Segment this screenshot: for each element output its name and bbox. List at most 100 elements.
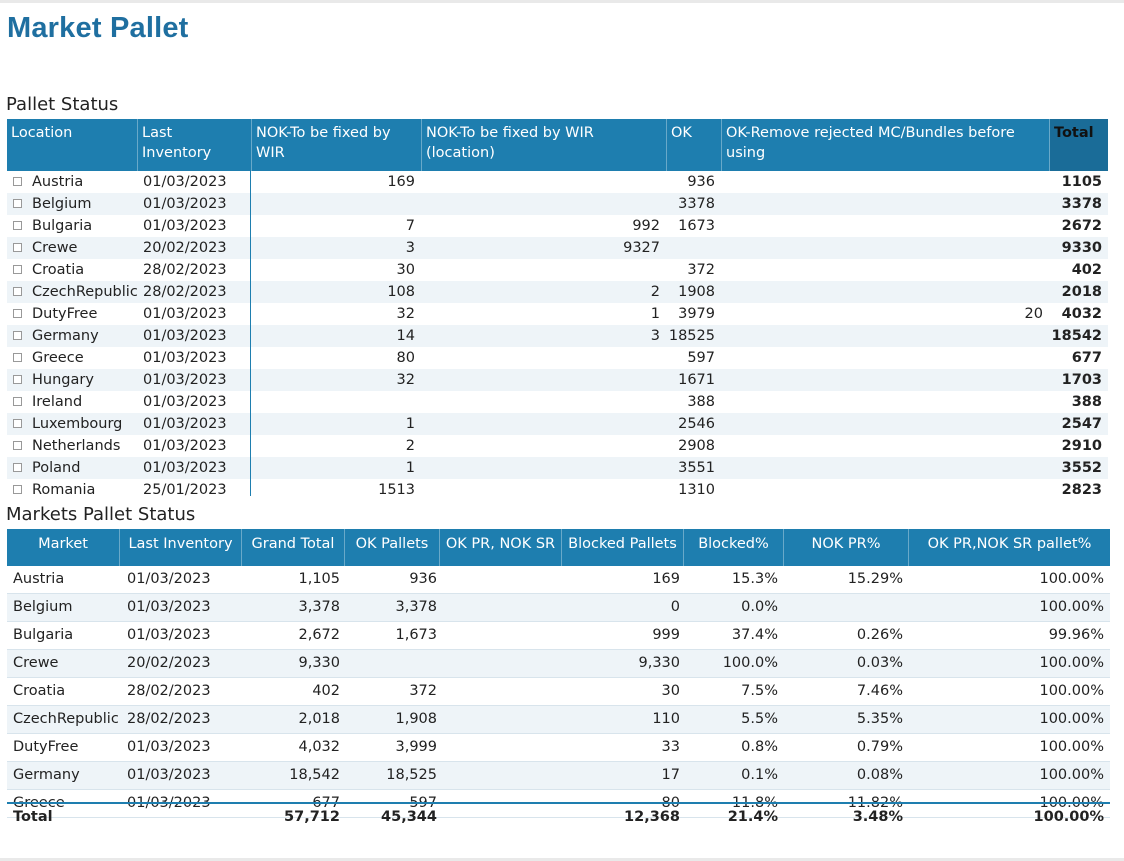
row-expand-checkbox[interactable] — [13, 221, 22, 230]
cell-grand-total: 402 — [312, 683, 340, 699]
table-row[interactable]: Hungary 01/03/2023 32 1671 1703 — [7, 369, 1108, 391]
page-title: Market Pallet — [7, 12, 189, 44]
table-row[interactable]: Ireland 01/03/2023 388 388 — [7, 391, 1108, 413]
cell-ok-pr-nok-sr-pct: 99.96% — [1048, 627, 1104, 643]
cell-blocked-pallets: 17 — [661, 767, 680, 783]
cell-last-inventory: 01/03/2023 — [143, 174, 227, 190]
cell-last-inventory: 20/02/2023 — [143, 240, 227, 256]
column-header-nok-wir[interactable]: NOK-To be fixed by WIR — [252, 119, 422, 171]
table-row[interactable]: DutyFree 01/03/2023 4,032 3,999 33 0.8% 0.79% 1… — [7, 734, 1110, 762]
cell-nok-wir: 3 — [405, 240, 415, 256]
cell-ok: 2546 — [678, 416, 715, 432]
cell-last-inventory: 01/03/2023 — [143, 328, 227, 344]
cell-location: Poland — [32, 460, 81, 476]
total-ok-pallets: 45,344 — [381, 809, 437, 825]
column-header-total[interactable]: Total — [1050, 119, 1108, 171]
cell-market: Belgium — [13, 599, 73, 615]
column-header-ok-pr-nok-sr-pct[interactable]: OK PR,NOK SR pallet% — [927, 536, 1092, 552]
table-row[interactable]: Germany 01/03/2023 18,542 18,525 17 0.1% 0.08%… — [7, 762, 1110, 790]
row-expand-checkbox[interactable] — [13, 287, 22, 296]
column-header-blocked-pallets[interactable]: Blocked Pallets — [562, 529, 684, 566]
row-expand-checkbox[interactable] — [13, 353, 22, 362]
row-expand-checkbox[interactable] — [13, 177, 22, 186]
cell-total: 9330 — [1061, 240, 1102, 256]
cell-total: 3378 — [1061, 196, 1102, 212]
column-header-grand-total[interactable]: Grand Total — [242, 529, 345, 566]
column-header-location[interactable]: Location — [7, 119, 138, 171]
column-header-blocked-pct[interactable]: Blocked% — [684, 529, 784, 566]
cell-last-inventory: 01/03/2023 — [143, 196, 227, 212]
cell-blocked-pallets: 30 — [661, 683, 680, 699]
column-header-ok-remove[interactable]: OK-Remove rejected MC/Bundles before usi… — [722, 119, 1050, 171]
pallet-status-body: Austria 01/03/2023 169 936 1105 Belgium 01/03/… — [7, 171, 1108, 496]
row-expand-checkbox[interactable] — [13, 309, 22, 318]
row-expand-checkbox[interactable] — [13, 485, 22, 494]
table-row[interactable]: Bulgaria 01/03/2023 7 992 1673 2672 — [7, 215, 1108, 237]
table-row[interactable]: Austria 01/03/2023 169 936 1105 — [7, 171, 1108, 193]
row-expand-checkbox[interactable] — [13, 441, 22, 450]
table-row[interactable]: DutyFree 01/03/2023 32 1 3979 20 4032 — [7, 303, 1108, 325]
cell-nok-wir: 7 — [405, 218, 415, 234]
column-header-ok-pallets[interactable]: OK Pallets — [345, 529, 440, 566]
table-row[interactable]: Germany 01/03/2023 14 3 18525 18542 — [7, 325, 1108, 347]
column-header-last-inventory[interactable]: Last Inventory — [120, 529, 242, 566]
cell-ok-pallets: 3,378 — [395, 599, 437, 615]
row-expand-checkbox[interactable] — [13, 375, 22, 384]
table-row[interactable]: Austria 01/03/2023 1,105 936 169 15.3% 15.29% 1… — [7, 566, 1110, 594]
column-header-last-inventory[interactable]: Last Inventory — [138, 119, 252, 171]
cell-ok-pr-nok-sr-pct: 100.00% — [1039, 711, 1104, 727]
table-row[interactable]: Poland 01/03/2023 1 3551 3552 — [7, 457, 1108, 479]
table-row[interactable]: Bulgaria 01/03/2023 2,672 1,673 999 37.4% 0.26… — [7, 622, 1110, 650]
column-header-ok-pr-nok-sr[interactable]: OK PR, NOK SR — [440, 529, 562, 566]
cell-ok-pallets: 1,673 — [395, 627, 437, 643]
cell-ok-pr-nok-sr-pct: 100.00% — [1039, 599, 1104, 615]
row-expand-checkbox[interactable] — [13, 199, 22, 208]
markets-status-header: Market Last Inventory Grand Total OK Pal… — [7, 529, 1110, 566]
cell-last-inventory: 20/02/2023 — [127, 655, 211, 671]
row-expand-checkbox[interactable] — [13, 243, 22, 252]
table-row[interactable]: Romania 25/01/2023 1513 1310 2823 — [7, 479, 1108, 496]
column-header-market[interactable]: Market — [7, 529, 120, 566]
table-row[interactable]: Crewe 20/02/2023 3 9327 9330 — [7, 237, 1108, 259]
cell-ok: 1310 — [678, 482, 715, 496]
table-row[interactable]: Netherlands 01/03/2023 2 2908 2910 — [7, 435, 1108, 457]
row-expand-checkbox[interactable] — [13, 265, 22, 274]
table-row[interactable]: CzechRepublic 28/02/2023 2,018 1,908 110 5.5%… — [7, 706, 1110, 734]
row-expand-checkbox[interactable] — [13, 331, 22, 340]
cell-location: Hungary — [32, 372, 94, 388]
column-header-nok-pr-pct[interactable]: NOK PR% — [784, 529, 909, 566]
column-header-nok-wir-location[interactable]: NOK-To be fixed by WIR (location) — [422, 119, 667, 171]
cell-last-inventory: 01/03/2023 — [143, 460, 227, 476]
table-row[interactable]: Belgium 01/03/2023 3,378 3,378 0 0.0% 100.00% — [7, 594, 1110, 622]
cell-ok-pr-nok-sr-pct: 100.00% — [1039, 655, 1104, 671]
cell-ok-pallets: 18,525 — [386, 767, 437, 783]
table-row[interactable]: Greece 01/03/2023 80 597 677 — [7, 347, 1108, 369]
table-row[interactable]: Crewe 20/02/2023 9,330 9,330 100.0% 0.03% 100.… — [7, 650, 1110, 678]
cell-blocked-pallets: 33 — [661, 739, 680, 755]
cell-ok-pr-nok-sr-pct: 100.00% — [1039, 683, 1104, 699]
row-expand-checkbox[interactable] — [13, 397, 22, 406]
markets-status-body: Austria 01/03/2023 1,105 936 169 15.3% 15.29% 1… — [7, 566, 1110, 818]
cell-grand-total: 4,032 — [298, 739, 340, 755]
cell-last-inventory: 28/02/2023 — [143, 262, 227, 278]
cell-nok-wir: 32 — [396, 372, 415, 388]
row-expand-checkbox[interactable] — [13, 463, 22, 472]
cell-grand-total: 9,330 — [298, 655, 340, 671]
cell-total: 2547 — [1061, 416, 1102, 432]
cell-ok-pallets: 3,999 — [395, 739, 437, 755]
cell-location: Luxembourg — [32, 416, 123, 432]
total-grand-total: 57,712 — [284, 809, 340, 825]
table-row[interactable]: Luxembourg 01/03/2023 1 2546 2547 — [7, 413, 1108, 435]
table-row[interactable]: Belgium 01/03/2023 3378 3378 — [7, 193, 1108, 215]
cell-ok: 372 — [687, 262, 715, 278]
cell-last-inventory: 01/03/2023 — [143, 372, 227, 388]
table-row[interactable]: CzechRepublic 28/02/2023 108 2 1908 2018 — [7, 281, 1108, 303]
cell-last-inventory: 25/01/2023 — [143, 482, 227, 496]
column-header-ok[interactable]: OK — [667, 119, 722, 171]
table-row[interactable]: Croatia 28/02/2023 30 372 402 — [7, 259, 1108, 281]
row-expand-checkbox[interactable] — [13, 419, 22, 428]
table-row[interactable]: Croatia 28/02/2023 402 372 30 7.5% 7.46% 100.00… — [7, 678, 1110, 706]
cell-blocked-pallets: 9,330 — [638, 655, 680, 671]
cell-ok: 1908 — [678, 284, 715, 300]
cell-nok-wir: 80 — [396, 350, 415, 366]
